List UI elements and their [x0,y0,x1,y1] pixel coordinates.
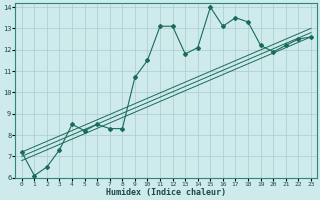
X-axis label: Humidex (Indice chaleur): Humidex (Indice chaleur) [106,188,226,197]
